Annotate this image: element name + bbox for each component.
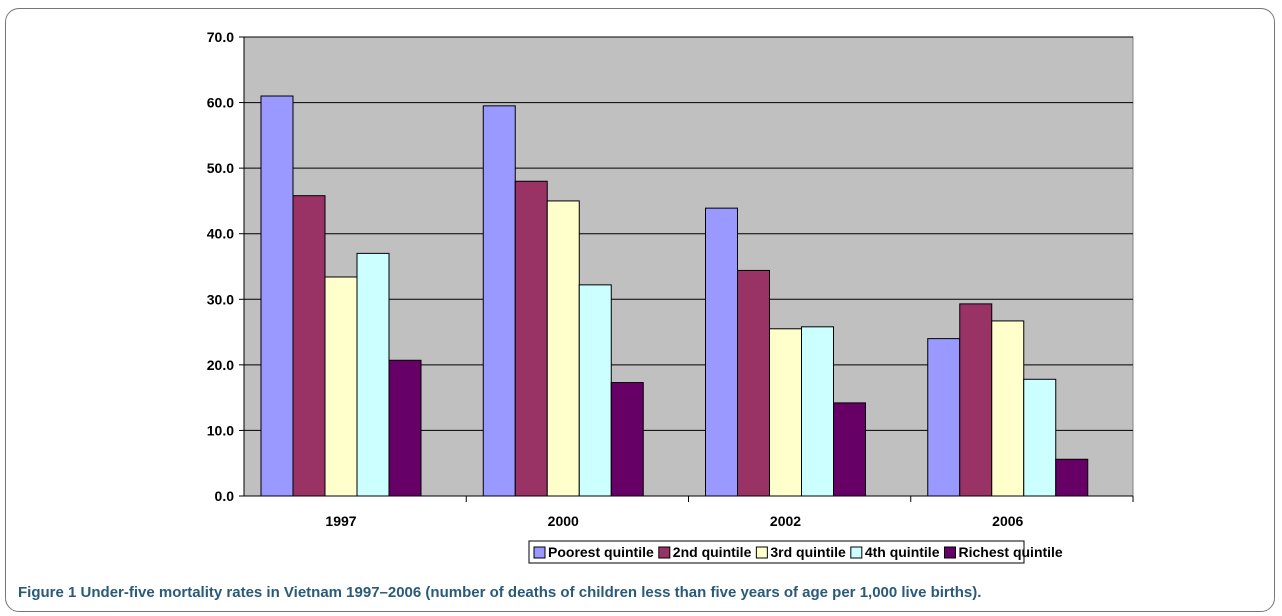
legend-label: 3rd quintile: [770, 544, 846, 560]
y-tick-label: 0.0: [215, 488, 235, 504]
caption-label: Figure 1: [18, 584, 77, 601]
bar: [482, 105, 516, 497]
y-tick-label: 20.0: [207, 357, 234, 373]
legend-label: Richest quintile: [958, 544, 1062, 560]
bar: [388, 359, 422, 497]
bar: [514, 180, 548, 497]
legend-label: 2nd quintile: [673, 544, 752, 560]
y-tick-label: 10.0: [207, 422, 234, 438]
legend-swatch: [755, 546, 768, 559]
bar: [737, 269, 770, 497]
y-tick-label: 60.0: [207, 95, 234, 111]
legend-swatch: [658, 546, 671, 559]
x-tick-label: 2002: [770, 513, 801, 529]
caption-text: Under-five mortality rates in Vietnam 19…: [80, 584, 982, 601]
bar-chart: 0.0 10.0 20.0 30.0 40.0 50.0 60.0 70.0 1997 2000 2…: [207, 29, 1134, 564]
y-tick-label: 30.0: [207, 291, 234, 307]
x-tick-label: 2000: [548, 513, 579, 529]
bar: [705, 207, 738, 497]
bar: [833, 402, 866, 497]
bar: [292, 195, 326, 497]
x-tick-label: 2006: [992, 513, 1023, 529]
bar: [1023, 378, 1057, 497]
bar: [324, 276, 358, 497]
bar: [769, 328, 802, 497]
legend-label: Poorest quintile: [548, 544, 654, 560]
bar: [927, 338, 961, 497]
figure-caption: Figure 1 Under-five mortality rates in V…: [18, 584, 981, 601]
bar: [1055, 458, 1089, 497]
bar: [610, 382, 644, 497]
y-tick-label: 50.0: [207, 160, 234, 176]
bar: [991, 320, 1025, 497]
bar: [578, 284, 612, 497]
bar: [546, 200, 580, 497]
bar: [260, 95, 294, 497]
legend-swatch: [850, 546, 863, 559]
x-tick-label: 1997: [325, 513, 356, 529]
legend-box: [528, 540, 1025, 564]
bar: [959, 303, 993, 497]
y-tick-label: 70.0: [207, 29, 234, 45]
bar: [356, 252, 390, 497]
y-tick-label: 40.0: [207, 226, 234, 242]
figure-frame: [5, 8, 1275, 612]
legend-swatch: [533, 546, 546, 559]
legend-swatch: [943, 546, 956, 559]
legend-label: 4th quintile: [865, 544, 940, 560]
bar: [801, 326, 834, 497]
